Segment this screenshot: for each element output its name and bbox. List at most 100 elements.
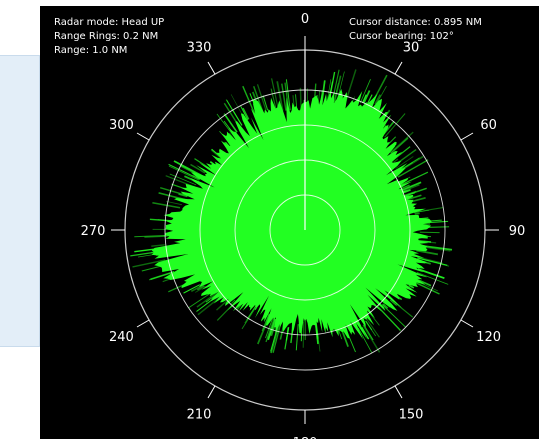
echo-spoke — [246, 304, 257, 320]
cursor-distance-text: Cursor distance: 0.895 NM — [349, 17, 482, 28]
echo-spoke — [132, 259, 166, 268]
echo-spoke — [194, 158, 211, 170]
echo-spoke — [285, 79, 291, 111]
echo-spoke — [216, 297, 231, 311]
echo-spoke — [236, 302, 244, 311]
echo-spoke — [315, 95, 318, 106]
echo-spoke — [333, 75, 342, 103]
echo-spoke — [134, 234, 168, 238]
echo-spoke — [336, 71, 345, 102]
echo-spoke — [130, 250, 164, 257]
echo-spoke — [165, 175, 195, 188]
echo-spoke — [276, 81, 284, 111]
echo-spoke — [333, 82, 339, 102]
echo-spoke — [357, 327, 373, 353]
echo-spoke — [365, 320, 377, 337]
echo-spoke — [366, 318, 380, 338]
echo-spoke — [134, 247, 164, 253]
echo-spoke — [168, 165, 200, 181]
echo-spoke — [216, 300, 238, 321]
echo-spoke — [240, 106, 249, 121]
echo-spoke — [173, 160, 203, 177]
echo-spoke — [418, 240, 432, 243]
echo-spoke — [361, 94, 367, 104]
echo-spoke — [258, 103, 262, 111]
echo-spoke — [223, 120, 236, 136]
echo-spoke — [320, 80, 326, 104]
echo-spoke — [394, 149, 417, 166]
echo-spoke — [230, 299, 236, 305]
echo-spoke — [328, 81, 333, 102]
echo-spoke — [169, 173, 197, 186]
echo-spoke — [387, 136, 397, 146]
echo-spoke — [402, 190, 417, 197]
echo-spoke — [396, 168, 405, 174]
bearing-label-60: 60 — [480, 118, 497, 133]
echo-spoke — [410, 281, 417, 286]
echo-spoke — [326, 79, 332, 103]
echo-spoke — [159, 187, 189, 197]
echo-spoke — [315, 321, 321, 352]
echo-spoke — [344, 327, 356, 353]
echo-spoke — [151, 244, 165, 247]
echo-spoke — [317, 90, 321, 105]
echo-spoke — [396, 295, 403, 301]
bearing-label-90: 90 — [509, 224, 526, 239]
echo-spoke — [168, 281, 191, 293]
echo-spoke — [155, 251, 163, 255]
echo-spoke — [412, 279, 438, 292]
echo-spoke — [416, 249, 439, 256]
echo-spoke — [320, 90, 323, 104]
echo-spoke — [418, 223, 431, 226]
echo-spoke — [188, 290, 215, 309]
echo-spoke — [144, 235, 168, 238]
echo-spoke — [392, 146, 411, 161]
bearing-label-240: 240 — [109, 330, 134, 345]
echo-spoke — [362, 324, 381, 353]
echo-spoke — [417, 268, 445, 280]
range-text: Range: 1.0 NM — [54, 45, 128, 56]
echo-spoke — [344, 69, 357, 103]
echo-spoke — [377, 306, 401, 331]
echo-spoke — [210, 149, 224, 161]
echo-spoke — [260, 310, 267, 321]
echo-spoke — [270, 88, 277, 111]
echo-spoke — [314, 321, 319, 345]
bearing-tick — [207, 61, 216, 75]
echo-spoke — [216, 113, 235, 137]
echo-spoke — [389, 143, 397, 151]
echo-spoke — [330, 324, 334, 331]
bearing-label-180: 180 — [293, 436, 318, 439]
echo-spoke — [270, 322, 281, 354]
echo-blob — [151, 88, 432, 340]
radar-echo-returns — [130, 69, 453, 354]
side-panel — [0, 55, 40, 347]
echo-spoke — [299, 87, 302, 110]
echo-spoke — [418, 236, 428, 239]
echo-spoke — [190, 163, 206, 174]
echo-spoke — [265, 317, 275, 343]
echo-spoke — [374, 94, 382, 105]
echo-spoke — [400, 184, 410, 190]
echo-spoke — [414, 209, 430, 213]
echo-spoke — [156, 253, 163, 256]
echo-spoke — [251, 91, 262, 112]
echo-spoke — [152, 202, 181, 209]
echo-spoke — [382, 125, 388, 131]
echo-spoke — [351, 96, 355, 104]
range-rings-text: Range Rings: 0.2 NM — [54, 31, 159, 42]
echo-spoke — [417, 244, 453, 251]
echo-spoke — [272, 323, 282, 353]
bearing-tick — [136, 319, 150, 328]
echo-spoke — [402, 187, 427, 198]
echo-spoke — [383, 120, 395, 135]
echo-spoke — [371, 74, 388, 105]
echo-spoke — [195, 173, 203, 178]
echo-spoke — [416, 272, 449, 285]
echo-spoke — [209, 291, 217, 297]
echo-spoke — [331, 69, 340, 103]
bearing-tick — [394, 61, 403, 75]
echo-spoke — [390, 151, 397, 157]
echo-spoke — [417, 219, 442, 223]
